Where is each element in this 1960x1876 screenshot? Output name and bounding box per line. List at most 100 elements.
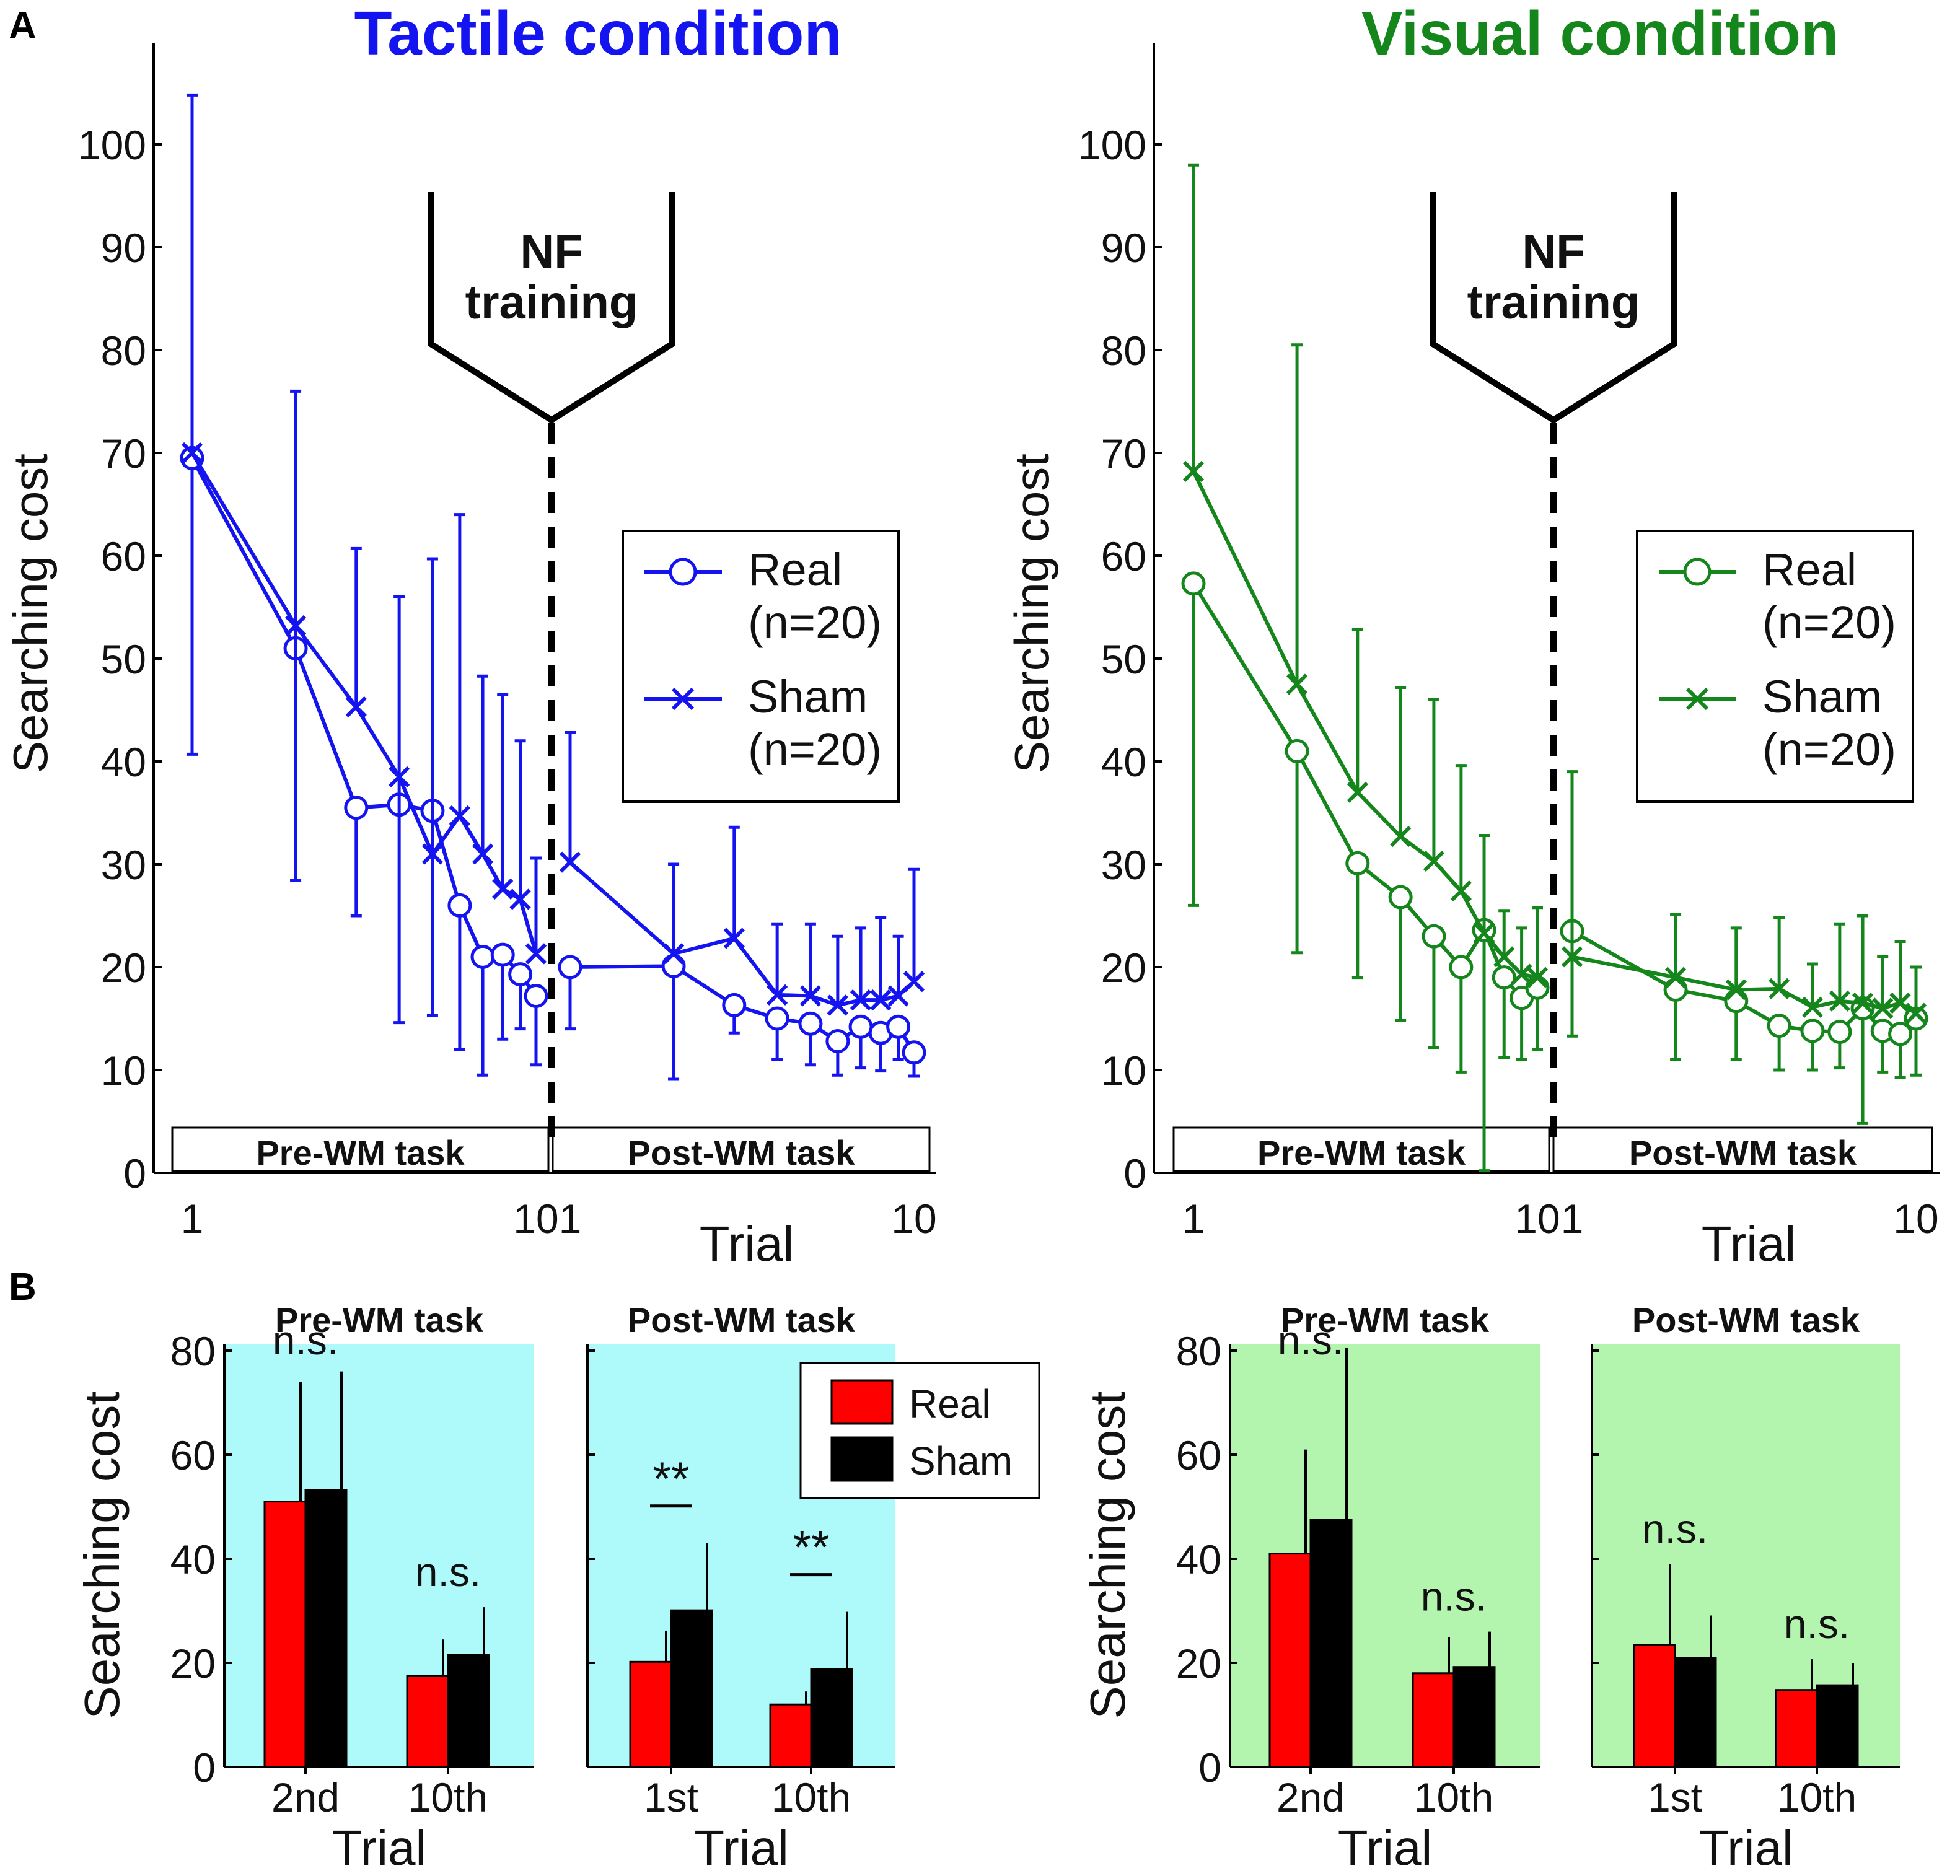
- x-tick-label: 1: [181, 1196, 204, 1242]
- data-point-sham: [1450, 880, 1472, 902]
- nf-label-line1: NF: [520, 226, 582, 278]
- bar-real: [263, 1501, 307, 1768]
- x-tick-label: 1: [1182, 1196, 1205, 1242]
- bar-real: [1268, 1553, 1312, 1768]
- x-tick-label: 10th: [1414, 1774, 1493, 1820]
- y-tick-label: 10: [101, 1048, 146, 1094]
- y-tick-label: 60: [101, 533, 146, 579]
- data-point-sham: [723, 927, 745, 949]
- y-tick-label: 20: [170, 1641, 216, 1686]
- data-point-sham: [799, 985, 822, 1007]
- y-tick-label: 0: [193, 1745, 216, 1791]
- y-axis-label: Searching cost: [1004, 454, 1059, 773]
- legend-marker-real: [1683, 558, 1712, 586]
- phase-box-post: [552, 1126, 931, 1172]
- data-point-sham: [1526, 966, 1549, 988]
- data-point-sham: [1872, 997, 1894, 1019]
- x-tick-label: 10: [1893, 1196, 1938, 1242]
- data-point-sham: [345, 696, 367, 718]
- panel-label-b: B: [9, 1266, 37, 1308]
- y-tick-label: 100: [78, 122, 146, 168]
- x-axis-label: Trial: [700, 1216, 794, 1271]
- series-line-sham: [569, 861, 916, 1007]
- data-point-sham: [421, 843, 444, 865]
- nf-training-arrow: [428, 192, 675, 424]
- significance-annotation: **: [653, 1453, 689, 1506]
- y-tick-label: 10: [1101, 1048, 1146, 1094]
- y-tick-label: 80: [1176, 1328, 1221, 1374]
- legend-label: Real: [909, 1382, 991, 1426]
- bar-real: [1633, 1644, 1676, 1768]
- y-tick-label: 40: [1101, 739, 1146, 785]
- y-tick-label: 60: [1176, 1432, 1221, 1478]
- significance-annotation: n.s.: [1278, 1317, 1343, 1363]
- data-point-sham: [1511, 963, 1532, 985]
- legend-box: [622, 530, 900, 803]
- series-line-sham: [190, 452, 538, 955]
- line-chart-tactile: Tactile condition 0 10 20 30 40 50 60 70 80 90 100 S…: [3, 0, 937, 1271]
- y-tick-label: 20: [1176, 1641, 1221, 1686]
- data-point-real: [1422, 924, 1446, 949]
- y-tick-label: 40: [170, 1536, 216, 1582]
- y-tick-label: 20: [1101, 945, 1146, 991]
- data-point-real: [344, 796, 369, 820]
- significance-annotation: n.s.: [1642, 1506, 1708, 1551]
- data-point-real: [1181, 571, 1206, 596]
- legend-sublabel: (n=20): [1762, 724, 1896, 775]
- data-point-sham: [1801, 996, 1824, 1018]
- data-point-real: [558, 955, 582, 980]
- significance-annotation: n.s.: [415, 1549, 481, 1595]
- bar-sham: [810, 1668, 853, 1768]
- y-tick-label: 30: [1101, 842, 1146, 888]
- data-point-sham: [284, 615, 307, 637]
- data-point-real: [1724, 989, 1749, 1014]
- data-point-real: [722, 993, 747, 1017]
- phase-box-pre: [171, 1126, 550, 1172]
- data-point-real: [1888, 1022, 1913, 1046]
- y-tick-label: 80: [1101, 328, 1146, 374]
- data-point-sham: [1769, 978, 1790, 999]
- legend-sublabel: (n=20): [748, 724, 882, 775]
- line-chart-visual: Visual condition 0 10 20 30 40 50 60 70 80 90 100 Se…: [1004, 0, 1940, 1271]
- phase-box-post: [1552, 1126, 1933, 1172]
- y-tick-label: 80: [170, 1328, 216, 1374]
- data-point-real: [902, 1040, 926, 1065]
- data-point-sham: [1852, 992, 1874, 1014]
- panel-label-a: A: [9, 4, 37, 47]
- bar-real: [1412, 1672, 1455, 1768]
- data-point-real: [508, 962, 533, 987]
- data-point-sham: [1664, 966, 1687, 988]
- x-axis-label: Trial: [1702, 1216, 1796, 1271]
- legend-swatch-real: [830, 1379, 894, 1425]
- y-tick-label: 0: [1198, 1745, 1221, 1791]
- y-tick-label: 0: [1123, 1151, 1146, 1196]
- phase-label-post: Post-WM task: [627, 1133, 855, 1172]
- y-tick-label: 90: [1101, 225, 1146, 271]
- x-tick-label: 10th: [1777, 1774, 1857, 1820]
- legend-sublabel: (n=20): [1762, 597, 1896, 648]
- legend-sublabel: (n=20): [748, 597, 882, 648]
- x-axis-label: Trial: [694, 1820, 789, 1875]
- y-tick-label: 80: [101, 328, 146, 374]
- data-point-sham: [1286, 673, 1308, 695]
- chart-title: Pre-WM task: [1281, 1300, 1490, 1339]
- bar-real: [406, 1675, 449, 1768]
- phase-label-pre: Pre-WM task: [1257, 1133, 1466, 1172]
- legend-label: Sham: [909, 1439, 1013, 1483]
- legend-swatch-sham: [830, 1436, 894, 1482]
- data-point-real: [470, 944, 495, 969]
- data-point-sham: [1561, 946, 1583, 968]
- legend-marker-real: [669, 558, 697, 586]
- data-point-real: [848, 1014, 873, 1039]
- series-line-sham: [1192, 470, 1538, 980]
- data-point-real: [1767, 1014, 1791, 1038]
- legend-marker-sham: [1685, 687, 1709, 711]
- data-point-sham: [662, 943, 685, 965]
- nf-label-line2: training: [1467, 276, 1640, 329]
- data-point-sham: [827, 994, 848, 1016]
- x-tick-label: 1st: [644, 1774, 698, 1820]
- bar-sham: [1674, 1657, 1717, 1768]
- chart-title: Pre-WM task: [275, 1300, 484, 1339]
- y-tick-label: 50: [1101, 636, 1146, 682]
- data-point-real: [825, 1029, 850, 1054]
